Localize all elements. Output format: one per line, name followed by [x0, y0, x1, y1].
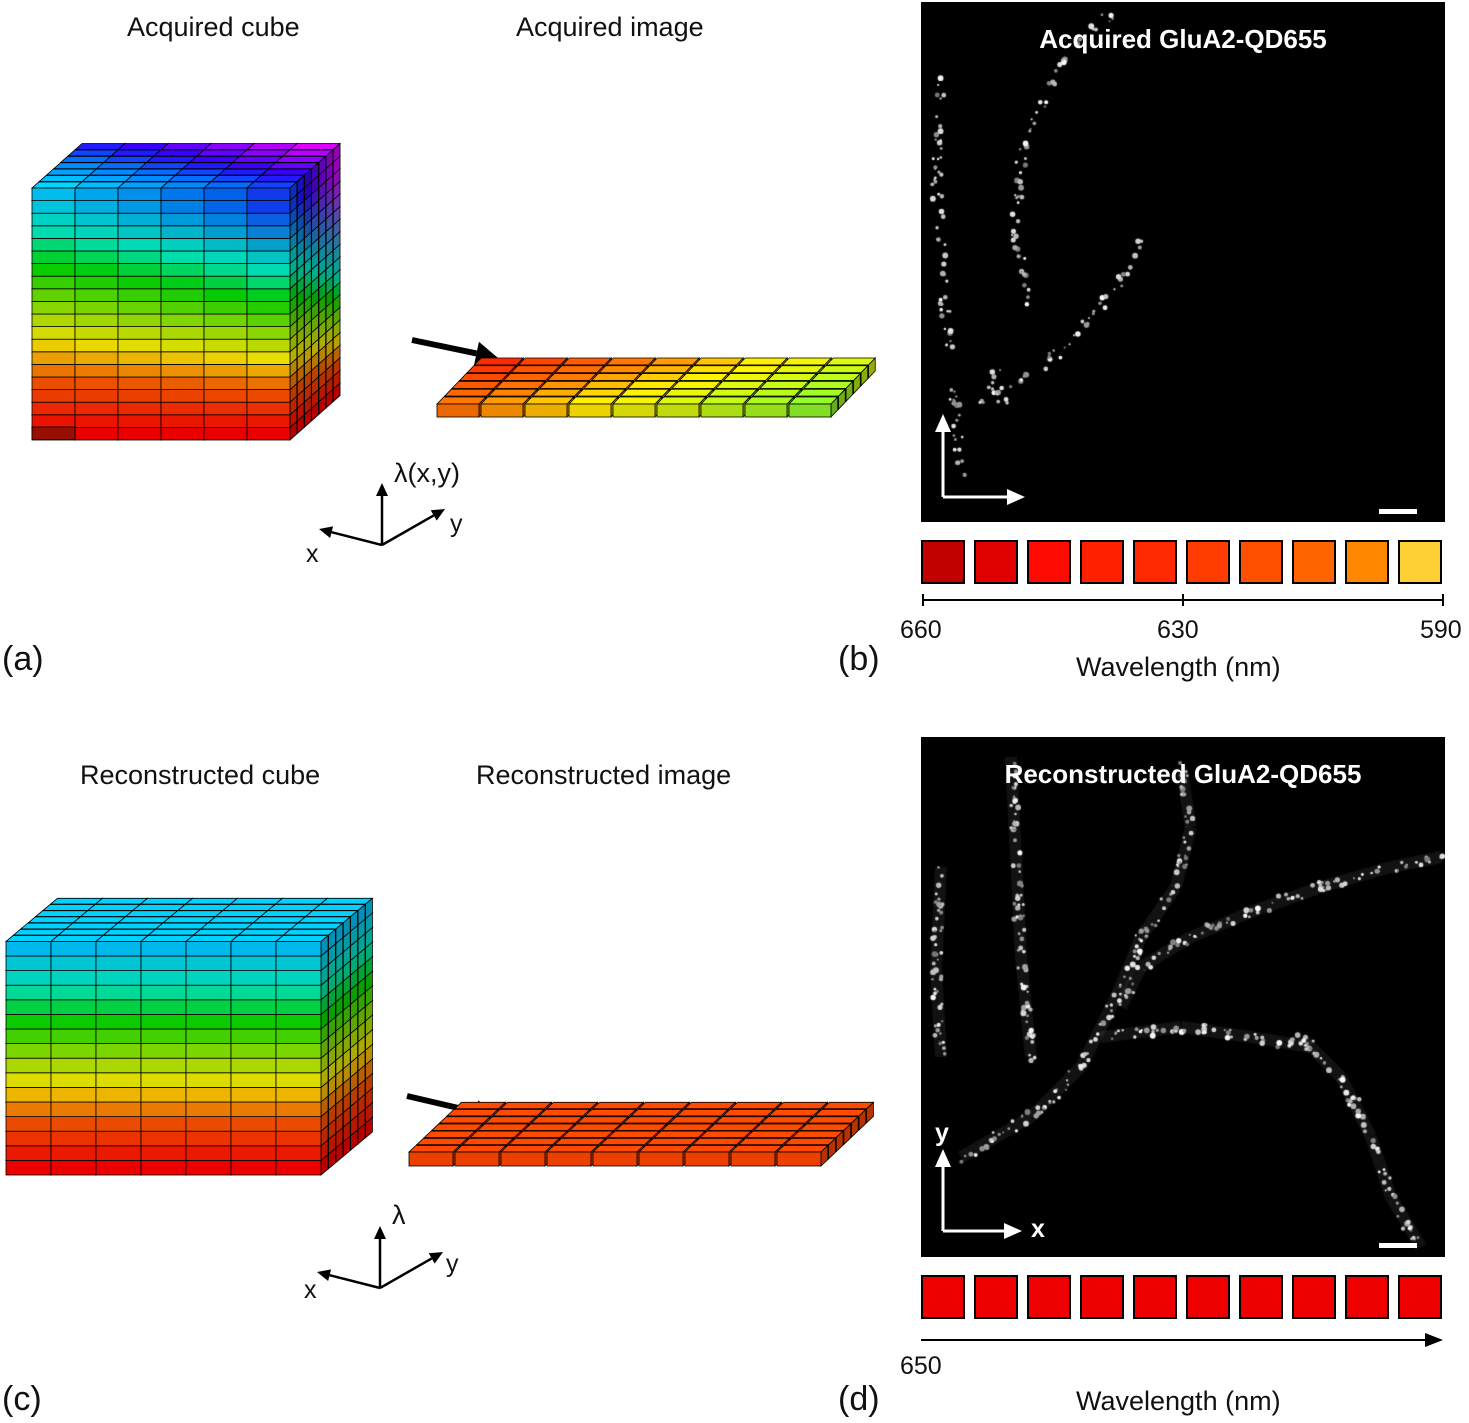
y-axis-label-c: y — [446, 1250, 459, 1278]
tick-630: 630 — [1157, 616, 1199, 644]
panel-label-d: (d) — [838, 1380, 880, 1418]
xy-orientation-arrows-b — [935, 414, 1417, 514]
pixel-block — [545, 1144, 599, 1167]
wavelength-swatch — [921, 540, 965, 584]
wavelength-swatch — [1345, 540, 1389, 584]
voxel-block — [139, 934, 195, 957]
acquired-micrograph: Acquired GluA2-QD655 — [921, 2, 1445, 522]
acquired-wavelength-swatches — [921, 540, 1445, 584]
acquired-cube-diagram — [30, 142, 877, 547]
reconstructed-micrograph: Reconstructed GluA2-QD655 y x — [921, 737, 1445, 1257]
wavelength-swatch — [1080, 540, 1124, 584]
acquired-image-title: Acquired image — [516, 12, 704, 42]
y-axis-label-d: y — [935, 1119, 949, 1147]
voxel-block — [274, 934, 330, 957]
voxel-block — [4, 934, 60, 957]
x-axis-label-d: x — [1031, 1215, 1045, 1243]
voxel-block — [94, 934, 150, 957]
tick-590: 590 — [1420, 616, 1462, 644]
wavelength-swatch — [1186, 1275, 1230, 1319]
wavelength-swatch — [1027, 1275, 1071, 1319]
wavelength-swatch — [1080, 1275, 1124, 1319]
pixel-block — [683, 1144, 737, 1167]
reconstructed-wavelength-swatches — [921, 1275, 1445, 1319]
wavelength-swatch — [1133, 1275, 1177, 1319]
wavelength-swatch — [1239, 540, 1283, 584]
wavelength-axis-title-b: Wavelength (nm) — [1076, 652, 1281, 682]
pixel-block — [637, 1144, 691, 1167]
wavelength-swatch — [1027, 540, 1071, 584]
voxel-block — [229, 934, 285, 957]
wavelength-swatch — [1398, 540, 1442, 584]
pixel-block — [407, 1144, 461, 1167]
pixel-block — [591, 1144, 645, 1167]
axes-c — [317, 1226, 443, 1290]
pixel-block — [775, 1144, 829, 1167]
wavelength-swatch — [1292, 1275, 1336, 1319]
wavelength-swatch — [1133, 540, 1177, 584]
wavelength-swatch — [1239, 1275, 1283, 1319]
wavelength-axis-title-d: Wavelength (nm) — [1076, 1386, 1281, 1416]
pixel-block — [453, 1144, 507, 1167]
wavelength-swatch — [1186, 540, 1230, 584]
reconstructed-cube-diagram — [4, 897, 875, 1290]
wavelength-swatch — [974, 540, 1018, 584]
panel-label-c: (c) — [2, 1380, 42, 1418]
voxel-block — [184, 934, 240, 957]
wavelength-swatch — [974, 1275, 1018, 1319]
wavelength-swatch — [1398, 1275, 1442, 1319]
wavelength-swatch — [1292, 540, 1336, 584]
xy-orientation-arrows-d — [935, 1149, 1417, 1248]
wavelength-swatch — [1345, 1275, 1389, 1319]
scale-bar-d — [1379, 1243, 1417, 1248]
pixel-block — [499, 1144, 553, 1167]
acquired-cube-title: Acquired cube — [127, 12, 300, 42]
wavelength-axis-b — [922, 594, 1444, 606]
x-axis-label-c: x — [304, 1276, 317, 1304]
wavelength-swatch — [921, 1275, 965, 1319]
scale-bar-b — [1379, 509, 1417, 514]
voxel-block — [49, 934, 105, 957]
pixel-block — [729, 1144, 783, 1167]
tick-650: 650 — [900, 1352, 942, 1380]
wavelength-axis-d — [921, 1333, 1443, 1347]
lambda-axis-label: λ — [392, 1200, 406, 1230]
